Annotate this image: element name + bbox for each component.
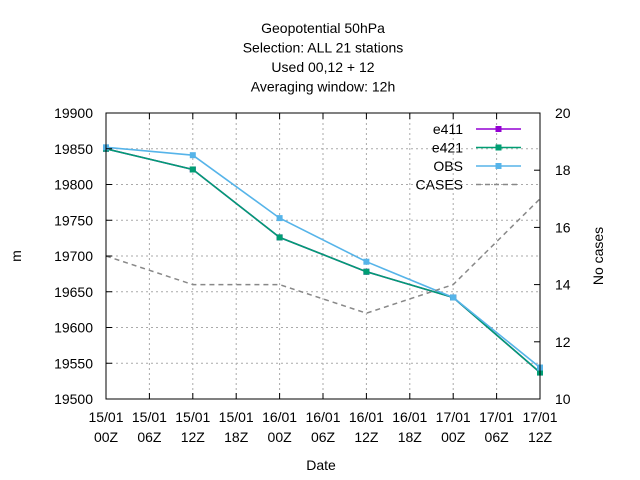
chart-title-line: Used 00,12 + 12	[271, 59, 374, 75]
x-tick-label-date: 15/01	[175, 409, 210, 425]
x-tick-label-date: 16/01	[392, 409, 427, 425]
y2-tick-label: 14	[555, 277, 571, 293]
y-tick-labels: 19500 19550 19600 19650 19700 19750 19800 19850…	[54, 105, 93, 407]
y-tick-label: 19500	[54, 391, 93, 407]
x-tick-label-hour: 06Z	[311, 429, 336, 445]
data-point-e421	[189, 166, 196, 173]
x-tick-label-hour: 00Z	[441, 429, 466, 445]
x-tick-label-hour: 12Z	[181, 429, 206, 445]
data-point-obs	[189, 152, 196, 159]
y2-tick-label: 10	[555, 391, 571, 407]
legend-label: OBS	[433, 158, 463, 174]
x-tick-label-date: 15/01	[219, 409, 254, 425]
x-tick-label-hour: 06Z	[485, 429, 510, 445]
y2-tick-label: 16	[555, 219, 571, 235]
y2-axis-label: No cases	[590, 227, 606, 285]
x-axis-label: Date	[306, 457, 336, 473]
y-tick-label: 19550	[54, 355, 93, 371]
grid-lines	[106, 113, 540, 399]
y2-tick-label: 18	[555, 162, 571, 178]
x-tick-label-hour: 00Z	[94, 429, 119, 445]
y-tick-label: 19850	[54, 141, 93, 157]
y2-tick-label: 12	[555, 334, 571, 350]
legend-marker	[495, 126, 502, 132]
x-tick-label-date: 15/01	[132, 409, 167, 425]
data-point-obs	[363, 258, 370, 265]
x-tick-labels: 15/01 00Z 15/01 06Z 15/01 12Z 15/01 18Z 16/01 00Z…	[88, 409, 557, 445]
x-tick-label-hour: 12Z	[528, 429, 553, 445]
x-tick-label-hour: 18Z	[398, 429, 423, 445]
chart-title-line: Geopotential 50hPa	[261, 20, 385, 36]
chart-title-line: Averaging window: 12h	[251, 79, 396, 95]
legend-label: e411	[433, 121, 463, 137]
series-line-cases	[105, 198, 541, 314]
y2-tick-label: 20	[555, 105, 571, 121]
y-tick-label: 19600	[54, 320, 93, 336]
data-point-obs	[450, 294, 457, 301]
chart-title: Geopotential 50hPa Selection: ALL 21 stat…	[243, 20, 404, 95]
x-tick-label-date: 17/01	[479, 409, 514, 425]
x-tick-label-hour: 12Z	[354, 429, 379, 445]
x-tick-label-date: 15/01	[88, 409, 123, 425]
y-tick-label: 19650	[54, 284, 93, 300]
legend-marker	[495, 163, 502, 169]
data-point-e421	[363, 268, 370, 275]
y-tick-label: 19750	[54, 212, 93, 228]
legend-marker	[495, 144, 502, 151]
x-tick-label-hour: 18Z	[224, 429, 249, 445]
data-point-e421	[276, 234, 283, 241]
axis-ticks	[105, 112, 541, 400]
legend-label: CASES	[416, 177, 463, 193]
legend-label: e421	[432, 140, 463, 156]
y-tick-label: 19900	[54, 105, 93, 121]
chart-title-line: Selection: ALL 21 stations	[243, 40, 404, 56]
legend: e411 e421 OBS CASES	[416, 121, 521, 193]
x-tick-label-date: 16/01	[349, 409, 384, 425]
x-tick-label-date: 16/01	[262, 409, 297, 425]
y-axis-label: m	[8, 250, 24, 262]
x-tick-label-date: 16/01	[305, 409, 340, 425]
series-line-obs	[105, 146, 541, 369]
x-tick-label-hour: 00Z	[268, 429, 293, 445]
x-tick-label-hour: 06Z	[137, 429, 162, 445]
data-point-obs	[276, 215, 283, 222]
y2-tick-labels: 10 12 14 16 18 20	[555, 105, 571, 407]
y-tick-label: 19800	[54, 177, 93, 193]
y-tick-label: 19700	[54, 248, 93, 264]
x-tick-label-date: 17/01	[522, 409, 557, 425]
x-tick-label-date: 17/01	[436, 409, 471, 425]
